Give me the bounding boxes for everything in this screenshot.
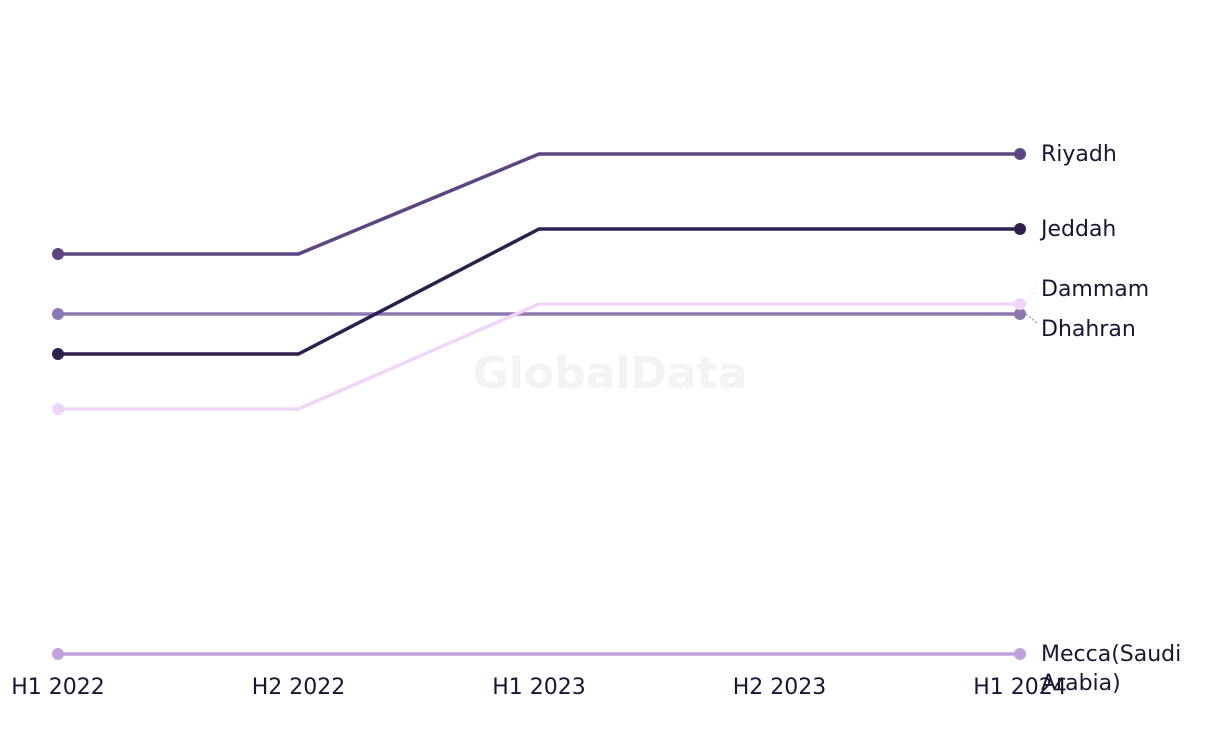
series-jeddah [52,223,1026,360]
x-tick-label: H1 2023 [492,675,586,700]
series-label-dhahran: Dhahran [1041,317,1136,342]
label-leader-line [1025,282,1038,305]
data-point-marker [52,348,64,360]
data-point-marker [52,248,64,260]
series-label-jeddah: Jeddah [1039,217,1116,242]
data-point-marker [1014,148,1026,160]
series-riyadh [52,148,1026,260]
label-leader-line [1025,313,1038,324]
series-line [56,302,1022,411]
series-label-mecca-saudi-arabia: Mecca(Saudi Arabia) [1041,642,1181,696]
series-line [56,227,1022,356]
x-tick-label: H1 2022 [11,675,105,700]
series-dhahran [52,308,1026,320]
series-dammam [52,298,1026,415]
data-point-marker [52,308,64,320]
series-label-riyadh: Riyadh [1041,142,1117,167]
series-layer [52,148,1026,660]
series-mecca-saudi-arabia [52,648,1026,660]
data-point-marker [52,648,64,660]
x-tick-label: H1 2024 [973,675,1067,700]
series-label-layer: Riyadh Jeddah Dammam Dhahran Mecca(Saudi Arab… [1025,142,1181,696]
x-tick-label: H2 2022 [252,675,346,700]
series-line [56,152,1022,256]
data-point-marker [1014,308,1026,320]
x-tick-label: H2 2023 [733,675,827,700]
watermark-text: GlobalData [473,348,748,399]
data-point-marker [52,403,64,415]
data-point-marker [1014,298,1026,310]
series-label-dammam: Dammam [1041,277,1149,302]
x-axis: H1 2022 H2 2022 H1 2023 H2 2023 H1 2024 [11,675,1067,700]
data-point-marker [1014,223,1026,235]
data-point-marker [1014,648,1026,660]
